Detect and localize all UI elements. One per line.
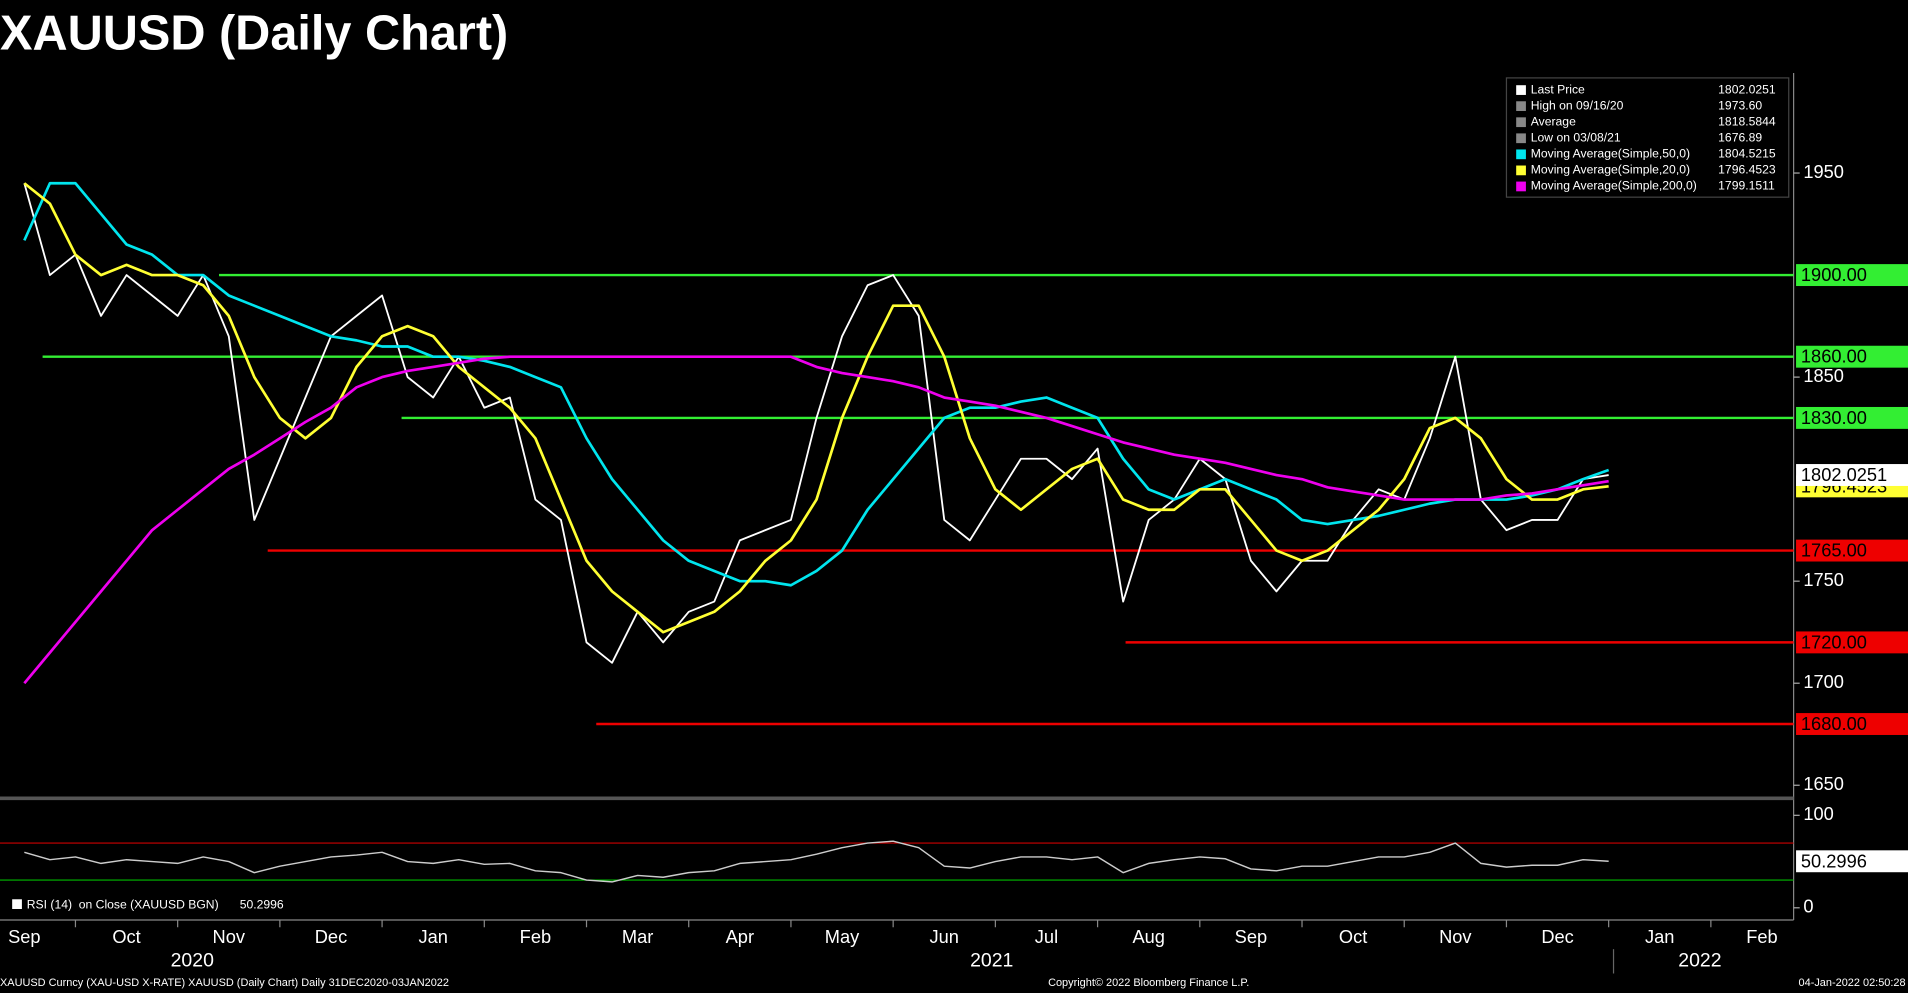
y-tick-label: 1750	[1803, 569, 1844, 590]
footer-right: 04-Jan-2022 02:50:28	[1799, 977, 1906, 989]
legend-value: 1818.5844	[1718, 114, 1776, 128]
x-tick-label: Jul	[1035, 926, 1058, 947]
ma-line	[23, 181, 1610, 587]
legend-name: Moving Average(Simple,200,0)	[1531, 179, 1697, 193]
footer-left: XAUUSD Curncy (XAU-USD X-RATE) XAUUSD (D…	[0, 977, 449, 989]
legend-name: Last Price	[1531, 82, 1585, 96]
rsi-last-box	[1796, 850, 1908, 873]
level-box	[1796, 345, 1908, 368]
rsi-tick-label: 0	[1803, 896, 1813, 917]
legend-box	[1505, 77, 1790, 198]
x-tick-label: Dec	[1541, 926, 1573, 947]
rsi-last-label: 50.2996	[1801, 850, 1867, 871]
level-box	[1796, 539, 1908, 562]
legend-name: High on 09/16/20	[1531, 98, 1624, 112]
legend-swatch	[1516, 165, 1526, 176]
rsi-legend-name: RSI (14) on Close (XAUUSD BGN)	[27, 898, 219, 912]
legend-value: 1802.0251	[1718, 82, 1776, 96]
legend-swatch	[1516, 85, 1526, 95]
legend-name: Average	[1531, 114, 1576, 128]
x-tick-label: Mar	[622, 926, 653, 947]
x-tick-label: Apr	[726, 926, 754, 947]
year-label: 2020	[171, 949, 214, 971]
level-box	[1796, 264, 1908, 287]
rsi-legend-value: 50.2996	[240, 898, 284, 912]
level-box	[1796, 631, 1908, 654]
x-tick-label: Nov	[1439, 926, 1472, 947]
ma-line	[23, 355, 1609, 685]
x-tick-label: Jan	[418, 926, 447, 947]
rsi-legend-swatch	[12, 899, 22, 910]
x-tick-label: Jun	[930, 926, 959, 947]
last-price-label-box	[1796, 464, 1908, 486]
legend-name: Low on 03/08/21	[1531, 130, 1621, 144]
level-label: 1680.00	[1801, 713, 1867, 734]
level-box	[1796, 713, 1908, 735]
legend-value: 1799.1511	[1718, 179, 1775, 193]
x-tick-label: Nov	[213, 926, 246, 947]
x-tick-label: Oct	[1339, 926, 1367, 947]
legend-value: 1676.89	[1718, 130, 1762, 144]
level-label: 1765.00	[1801, 540, 1867, 561]
x-tick-label: Aug	[1132, 926, 1164, 947]
x-tick-label: Sep	[8, 926, 40, 947]
legend-swatch	[1516, 101, 1526, 112]
rsi-line	[24, 840, 1609, 883]
chart-title: XAUUSD (Daily Chart)	[0, 6, 508, 60]
x-tick-label: Oct	[112, 926, 140, 947]
legend-name: Moving Average(Simple,20,0)	[1531, 163, 1690, 177]
x-tick-label: Feb	[1746, 926, 1777, 947]
y-tick-label: 1700	[1803, 671, 1844, 692]
x-tick-label: Dec	[315, 926, 347, 947]
level-label: 1720.00	[1801, 631, 1867, 652]
level-label: 1830.00	[1801, 407, 1867, 428]
year-label: 2022	[1678, 949, 1721, 971]
legend-swatch	[1516, 117, 1526, 128]
level-box	[1796, 406, 1908, 429]
legend-swatch	[1516, 181, 1526, 192]
year-label: 2021	[970, 949, 1013, 971]
x-tick-label: May	[825, 926, 860, 947]
legend-swatch	[1516, 133, 1526, 144]
y-tick-label: 1950	[1803, 161, 1844, 182]
ma-line	[23, 182, 1609, 634]
level-label: 1860.00	[1801, 346, 1867, 367]
legend-value: 1973.60	[1718, 98, 1762, 112]
legend-name: Moving Average(Simple,50,0)	[1531, 147, 1690, 161]
x-tick-label: Feb	[520, 926, 551, 947]
legend-swatch	[1516, 149, 1526, 160]
y-tick-label: 1850	[1803, 365, 1844, 386]
level-label: 1900.00	[1801, 264, 1867, 285]
legend-value: 1804.5215	[1718, 147, 1776, 161]
rsi-tick-label: 100	[1803, 803, 1833, 824]
x-tick-label: Jan	[1645, 926, 1674, 947]
y-tick-label: 1650	[1803, 773, 1844, 794]
price-line	[23, 182, 1609, 664]
footer-center: Copyright© 2022 Bloomberg Finance L.P.	[1048, 977, 1249, 989]
x-tick-label: Sep	[1235, 926, 1267, 947]
legend-value: 1796.4523	[1718, 163, 1776, 177]
last-price-label: 1802.0251	[1801, 464, 1887, 485]
